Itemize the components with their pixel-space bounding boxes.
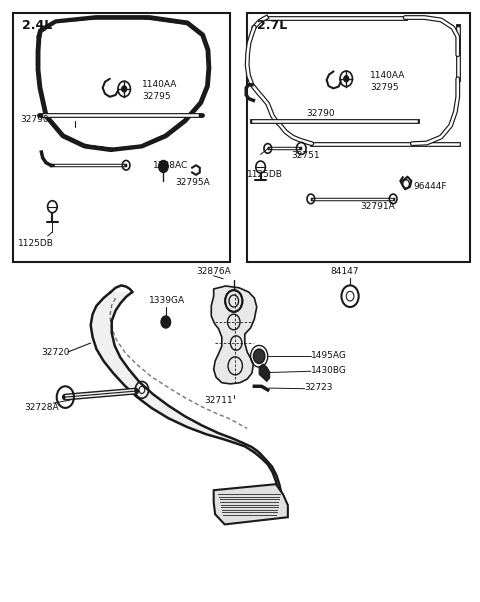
Text: 1495AG: 1495AG — [311, 350, 347, 359]
Text: 1339GA: 1339GA — [149, 296, 185, 305]
Text: 32790: 32790 — [306, 109, 335, 118]
Polygon shape — [259, 364, 270, 382]
Text: 32876A: 32876A — [196, 267, 231, 276]
Text: 1140AA: 1140AA — [370, 70, 406, 79]
Bar — [247, 13, 470, 262]
Text: 1125DB: 1125DB — [247, 170, 283, 179]
Polygon shape — [214, 484, 288, 524]
Text: 32751: 32751 — [292, 151, 320, 160]
Text: 32728A: 32728A — [24, 403, 59, 412]
Circle shape — [122, 86, 127, 92]
Text: 1125DB: 1125DB — [18, 240, 54, 249]
Text: 32795: 32795 — [370, 82, 399, 92]
Polygon shape — [211, 286, 257, 384]
Polygon shape — [91, 292, 260, 453]
Circle shape — [253, 349, 265, 364]
Text: 32795: 32795 — [142, 92, 170, 101]
Text: 96444F: 96444F — [413, 182, 447, 191]
Text: 32711: 32711 — [204, 396, 233, 405]
Text: 1338AC: 1338AC — [153, 161, 188, 170]
Text: 32791A: 32791A — [360, 202, 396, 211]
Circle shape — [161, 316, 170, 328]
Text: 2.7L: 2.7L — [257, 19, 287, 32]
Text: 1430BG: 1430BG — [311, 365, 347, 374]
Circle shape — [344, 76, 348, 82]
Text: 32723: 32723 — [305, 383, 333, 392]
Text: 32720: 32720 — [41, 347, 70, 356]
Circle shape — [158, 161, 168, 172]
Bar — [12, 13, 230, 262]
Text: 32790: 32790 — [20, 115, 48, 124]
Text: 1140AA: 1140AA — [142, 80, 177, 89]
Text: 32795A: 32795A — [175, 178, 210, 187]
Text: 2.4L: 2.4L — [22, 19, 52, 32]
Text: 84147: 84147 — [330, 267, 359, 276]
